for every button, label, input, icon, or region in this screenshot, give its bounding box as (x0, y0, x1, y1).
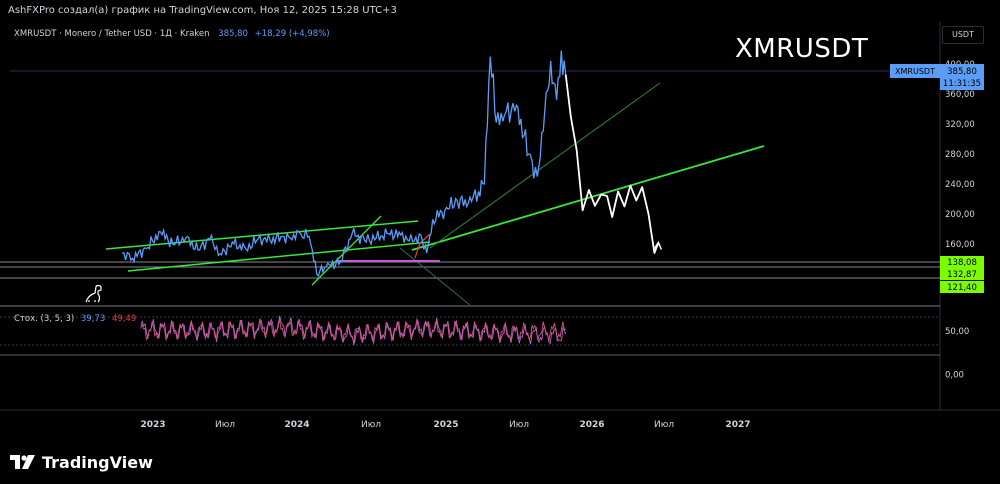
price-line (122, 50, 567, 278)
time-tick-label: 2023 (140, 420, 165, 430)
ticker-tag: XMRUSDT (895, 67, 935, 76)
time-tick-label: 2026 (579, 420, 604, 430)
price-tick-label: 320,00 (945, 120, 975, 130)
level-tag-1: 138,08 (947, 258, 977, 268)
tradingview-logo[interactable]: TradingView (10, 452, 153, 472)
channel-upper-trendline (105, 220, 419, 250)
projection-arrowhead (653, 240, 663, 250)
diagonal-fade-line (399, 247, 471, 306)
symbol-watermark: XMRUSDT (735, 34, 869, 64)
bar-countdown: 11:31:35 (943, 79, 981, 89)
level-tag-3-bg (940, 281, 984, 293)
price-series (122, 50, 567, 278)
projection-path (564, 74, 660, 254)
last-price-tag: 385,80 (947, 67, 977, 77)
level-tag-3: 121,40 (947, 283, 977, 293)
parabolic-trendline (429, 82, 661, 249)
price-tick-label: 240,00 (945, 180, 975, 190)
stochastic-d-line (140, 318, 566, 343)
level-tag-2: 132,87 (947, 270, 977, 280)
price-tick-label: 200,00 (945, 210, 975, 220)
stochastic-series (140, 315, 567, 346)
time-axis-ticks: 2023 Июл 2024 Июл 2025 Июл 2026 Июл 2027 (140, 420, 750, 430)
time-tick-label: 2025 (433, 420, 458, 430)
price-tick-label: 160,00 (945, 240, 975, 250)
channel-lower-trendline (127, 241, 431, 272)
author-caption: AshFXPro создал(а) график на TradingView… (8, 5, 397, 16)
stochastic-tick-label: 0,00 (945, 371, 964, 381)
symbol-price: 385,80 (218, 29, 248, 39)
ticker-tag-bg (890, 64, 940, 78)
time-tick-label: Июл (654, 420, 674, 430)
symbol-change: +18,29 (+4,98%) (254, 29, 330, 39)
tradingview-logo-text: TradingView (42, 452, 153, 472)
time-tick-label: Июл (215, 420, 235, 430)
last-price-tag-bg (940, 64, 984, 90)
stochastic-tick-label: 50,00 (945, 327, 969, 337)
long-support-trendline (411, 145, 765, 251)
time-tick-label: 2027 (725, 420, 750, 430)
red-marker-arc (414, 233, 431, 259)
symbol-description: XMRUSDT · Monero / Tether USD · 1Д · Kra… (14, 29, 210, 39)
stochastic-name: Стох. (3, 5, 3) (14, 314, 75, 324)
projection-series (564, 74, 663, 254)
time-tick-label: Июл (361, 420, 381, 430)
time-tick-label: 2024 (284, 420, 309, 430)
dino-icon (85, 284, 102, 303)
level-tag-1-bg (940, 256, 984, 268)
stochastic-d-value: 49,49 (111, 314, 137, 324)
footer (0, 442, 1000, 484)
top-caption-bar: AshFXPro создал(а) график на TradingView… (0, 0, 1000, 22)
stochastic-legend[interactable]: Стох. (3, 5, 3) 39,73 49,49 (14, 314, 136, 324)
time-tick-label: Июл (509, 420, 529, 430)
tradingview-logo-icon (10, 455, 35, 469)
level-tag-2-bg (940, 268, 984, 280)
price-tick-label: 280,00 (945, 150, 975, 160)
symbol-legend[interactable]: XMRUSDT · Monero / Tether USD · 1Д · Kra… (14, 29, 330, 39)
currency-button[interactable]: USDT (942, 26, 984, 44)
stochastic-axis-ticks: 50,00 0,00 (945, 327, 969, 381)
stochastic-k-value: 39,73 (80, 314, 106, 324)
chart-frame[interactable] (0, 22, 1000, 442)
price-tick-label: 360,00 (945, 90, 975, 100)
